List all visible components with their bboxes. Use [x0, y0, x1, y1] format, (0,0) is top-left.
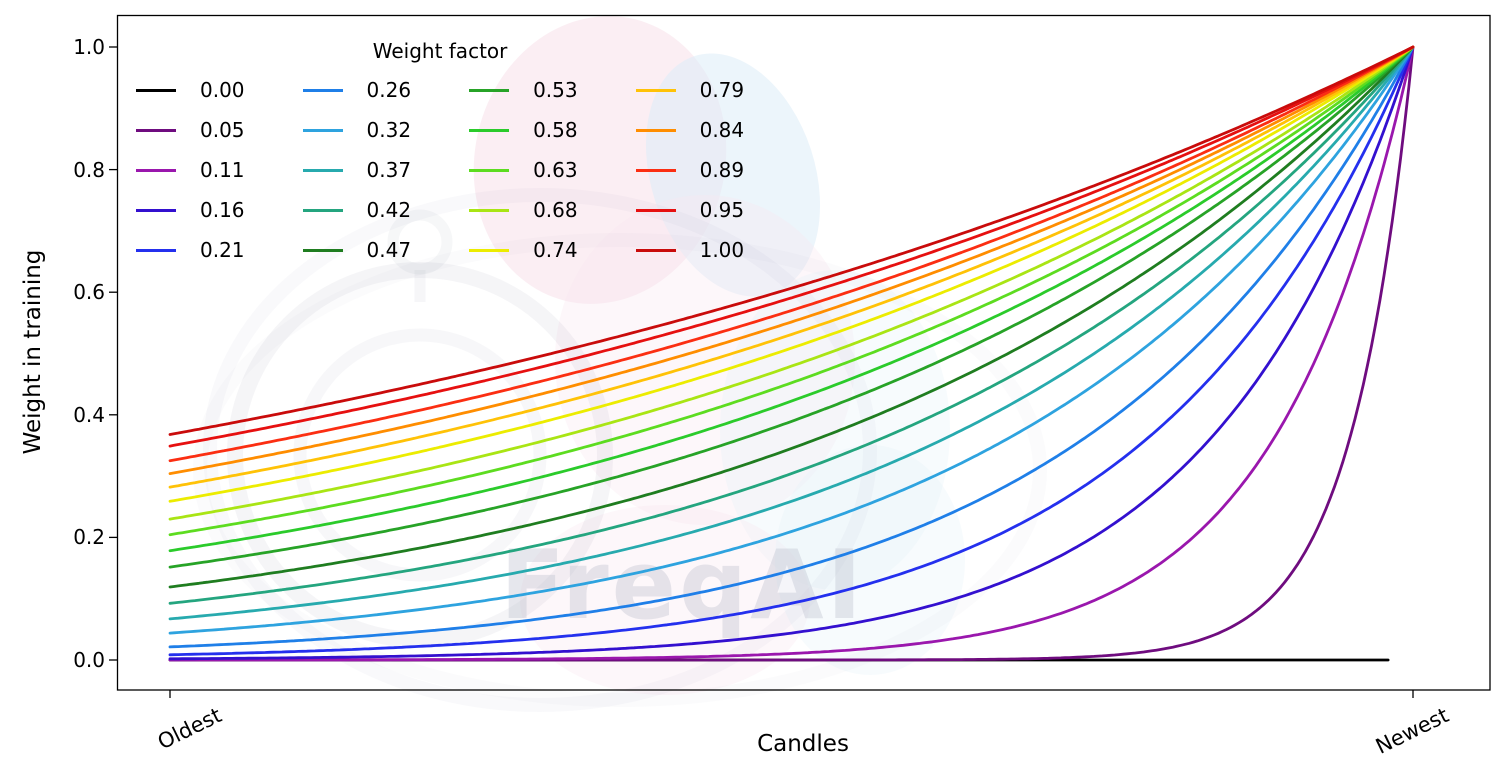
watermark-shape: [387, 209, 453, 275]
series-line-0.32: [168, 45, 1415, 635]
watermark-shape: [555, 195, 855, 525]
legend-entry-0.84: 0.84: [635, 110, 745, 150]
legend-label: 0.47: [366, 238, 412, 262]
series-line-0.11: [168, 45, 1415, 662]
watermark-shape: [293, 328, 547, 582]
legend-line-swatch: [469, 248, 510, 252]
watermark-shape: [203, 188, 877, 712]
legend-label: 0.63: [533, 158, 578, 182]
legend-label: 0.26: [366, 78, 412, 102]
legend-line-swatch: [136, 88, 176, 92]
legend-label: 0.00: [200, 78, 245, 102]
legend-label: 0.21: [200, 238, 245, 262]
watermark-shape: [775, 445, 965, 675]
x-axis-label: Candles: [757, 731, 849, 757]
legend-line-swatch: [469, 88, 510, 92]
series-line-0.16: [168, 45, 1415, 661]
legend-line-swatch: [469, 128, 510, 132]
series-line-0.63: [168, 45, 1415, 537]
legend-entry-0.42: 0.42: [302, 190, 412, 230]
legend-label: 0.68: [533, 198, 578, 222]
legend-entry-0.47: 0.47: [302, 230, 412, 270]
legend-label: 0.16: [200, 198, 245, 222]
watermark-text: FreqAI: [500, 531, 865, 641]
watermark-shape: [645, 53, 821, 297]
legend-label: 0.58: [533, 118, 578, 142]
legend-entry-0.53: 0.53: [469, 70, 578, 110]
watermark-shape: [227, 262, 613, 648]
legend-line-swatch: [136, 248, 176, 252]
legend-line-swatch: [635, 208, 676, 212]
legend-entry-0.16: 0.16: [136, 190, 245, 230]
legend-label: 0.95: [699, 198, 745, 222]
legend-label: 0.79: [699, 78, 745, 102]
legend-label: 0.53: [533, 78, 578, 102]
legend-title: Weight factor: [372, 39, 508, 63]
legend-line-swatch: [635, 248, 676, 252]
legend-entry-0.68: 0.68: [469, 190, 578, 230]
series-line-0.89: [168, 45, 1415, 463]
legend: Weight factor 0.00 0.05 0.11 0.16 0.21 0.26 0.…: [136, 36, 744, 270]
y-axis-label: Weight in training: [20, 249, 46, 455]
legend-entry-0.05: 0.05: [136, 110, 245, 150]
legend-entry-0.21: 0.21: [136, 230, 245, 270]
series-line-0.37: [168, 45, 1415, 621]
legend-line-swatch: [302, 128, 343, 132]
legend-label: 1.00: [699, 238, 745, 262]
series-line-0.42: [168, 45, 1415, 605]
legend-entry-0.74: 0.74: [469, 230, 578, 270]
legend-label: 0.32: [366, 118, 412, 142]
legend-entry-0.32: 0.32: [302, 110, 412, 150]
legend-entry-0.89: 0.89: [635, 150, 745, 190]
series-line-0.95: [168, 45, 1415, 448]
series-line-1.00: [168, 45, 1415, 436]
legend-line-swatch: [635, 88, 676, 92]
watermark-shape: [193, 233, 1047, 707]
series-line-0.68: [168, 45, 1415, 521]
watermark-shape: [720, 270, 950, 590]
legend-line-swatch: [635, 168, 676, 172]
legend-entry-0.37: 0.37: [302, 150, 412, 190]
series-line-0.21: [168, 45, 1415, 657]
legend-label: 0.37: [366, 158, 412, 182]
legend-line-swatch: [302, 248, 343, 252]
legend-label: 0.11: [200, 158, 245, 182]
legend-entry-0.11: 0.11: [136, 150, 245, 190]
legend-line-swatch: [302, 88, 343, 92]
series-line-0.47: [168, 45, 1415, 589]
legend-entry-0.63: 0.63: [469, 150, 578, 190]
legend-line-swatch: [136, 168, 176, 172]
series-line-0.79: [168, 45, 1415, 489]
legend-line-swatch: [635, 128, 676, 132]
legend-line-swatch: [136, 128, 176, 132]
series-line-0.26: [168, 45, 1415, 649]
plot-border: [116, 14, 1491, 691]
legend-entry-0.26: 0.26: [302, 70, 412, 110]
legend-label: 0.42: [366, 198, 412, 222]
legend-label: 0.84: [699, 118, 745, 142]
legend-line-swatch: [469, 208, 510, 212]
legend-entry-1.00: 1.00: [635, 230, 745, 270]
series-line-0.53: [168, 45, 1415, 569]
legend-line-swatch: [302, 208, 343, 212]
legend-label: 0.74: [533, 238, 578, 262]
series-line-0.84: [168, 45, 1415, 475]
legend-line-swatch: [136, 208, 176, 212]
legend-line-swatch: [302, 168, 343, 172]
legend-label: 0.05: [200, 118, 245, 142]
series-line-0.58: [168, 45, 1415, 553]
legend-entry-0.79: 0.79: [635, 70, 745, 110]
legend-label: 0.89: [699, 158, 745, 182]
legend-entry-0.95: 0.95: [635, 190, 745, 230]
legend-entry-0.00: 0.00: [136, 70, 245, 110]
series-line-0.74: [168, 45, 1415, 503]
legend-line-swatch: [469, 168, 510, 172]
legend-grid: 0.00 0.05 0.11 0.16 0.21 0.26 0.32 0.37 0.42 0.47…: [136, 70, 744, 270]
legend-entry-0.58: 0.58: [469, 110, 578, 150]
